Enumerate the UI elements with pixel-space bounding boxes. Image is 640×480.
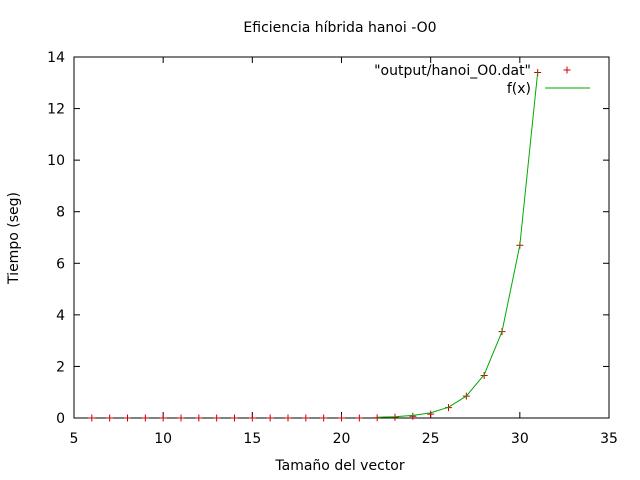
axis-ticks: 5 10 15 20 25 30 35 0 2 4 6 8 10 12 14	[47, 50, 618, 447]
plot-frame	[73, 56, 610, 419]
x-tick-label: 10	[154, 431, 172, 447]
legend-point-swatch	[563, 66, 571, 74]
x-tick-label: 30	[511, 431, 529, 447]
legend-label: f(x)	[507, 81, 531, 97]
data-point	[106, 414, 114, 422]
data-point	[373, 414, 381, 422]
data-point	[284, 414, 292, 422]
y-axis-label: Tiempo (seg)	[6, 192, 22, 285]
x-tick-label: 25	[422, 431, 440, 447]
y-tick-label: 2	[56, 359, 65, 375]
legend-label: "output/hanoi_O0.dat"	[374, 63, 531, 79]
y-tick-label: 4	[56, 308, 65, 324]
data-point	[141, 414, 149, 422]
fit-curve-line	[377, 72, 539, 418]
y-tick-label: 8	[56, 205, 65, 221]
data-point	[320, 414, 328, 422]
data-point	[248, 414, 256, 422]
data-point	[195, 414, 203, 422]
x-axis-label: Tamaño del vector	[274, 458, 404, 474]
data-point	[124, 414, 131, 422]
data-point	[231, 414, 238, 422]
y-tick-label: 0	[56, 411, 65, 427]
x-tick-label: 35	[600, 431, 618, 447]
data-point	[266, 414, 274, 422]
x-tick-label: 20	[333, 431, 351, 447]
data-point	[159, 414, 167, 422]
data-point	[409, 412, 417, 420]
data-point	[355, 414, 363, 422]
data-point	[177, 414, 185, 422]
plot-area	[88, 68, 542, 422]
data-point	[302, 414, 310, 422]
y-tick-label: 6	[56, 256, 65, 272]
y-tick-label: 12	[47, 102, 65, 118]
y-tick-label: 14	[47, 50, 65, 66]
data-point	[88, 414, 96, 422]
data-point	[213, 414, 221, 422]
data-point	[338, 414, 345, 422]
y-tick-label: 10	[47, 153, 65, 169]
x-tick-label: 15	[243, 431, 261, 447]
x-tick-label: 5	[70, 431, 79, 447]
chart-title: Eficiencia híbrida hanoi -O0	[243, 20, 436, 36]
data-point	[427, 410, 435, 418]
legend: "output/hanoi_O0.dat" f(x)	[374, 63, 590, 97]
